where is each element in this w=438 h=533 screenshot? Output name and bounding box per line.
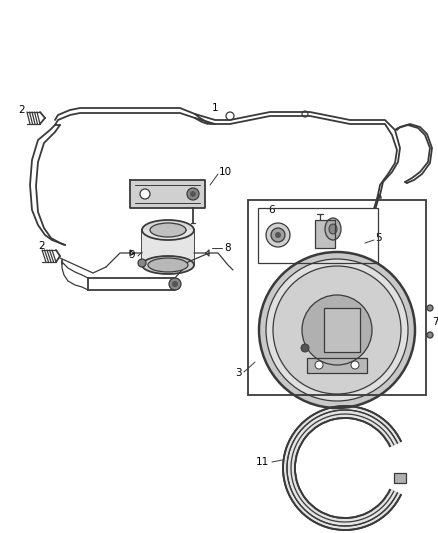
Ellipse shape (172, 281, 178, 287)
Circle shape (190, 191, 196, 197)
Bar (307, 358, 367, 373)
Ellipse shape (148, 258, 188, 272)
Text: 10: 10 (219, 167, 232, 177)
Polygon shape (283, 406, 401, 530)
Text: 5: 5 (374, 233, 381, 243)
Bar (324, 308, 360, 352)
Circle shape (138, 259, 146, 267)
Circle shape (187, 188, 199, 200)
Text: 3: 3 (235, 368, 241, 378)
Bar (315, 220, 335, 248)
Text: 7: 7 (432, 317, 438, 327)
Circle shape (427, 332, 433, 338)
Circle shape (351, 361, 359, 369)
Text: 11: 11 (255, 457, 268, 467)
Circle shape (226, 112, 234, 120)
Ellipse shape (329, 224, 337, 234)
Text: 8: 8 (225, 243, 231, 253)
Text: 9: 9 (129, 250, 135, 260)
Circle shape (301, 344, 309, 352)
Circle shape (140, 189, 150, 199)
Text: 2: 2 (19, 105, 25, 115)
Bar (258, 208, 378, 263)
Bar (258, 208, 378, 263)
Circle shape (259, 252, 415, 408)
Bar (315, 220, 335, 248)
Text: 6: 6 (268, 205, 276, 215)
Bar (394, 473, 406, 483)
Bar (130, 180, 205, 208)
Ellipse shape (325, 218, 341, 240)
Circle shape (302, 295, 372, 365)
Ellipse shape (169, 278, 181, 290)
Circle shape (271, 228, 285, 242)
Circle shape (427, 305, 433, 311)
Circle shape (315, 361, 323, 369)
Ellipse shape (150, 223, 186, 237)
Circle shape (273, 266, 401, 394)
Circle shape (302, 111, 308, 117)
Bar (324, 308, 360, 352)
Circle shape (266, 223, 290, 247)
Text: 2: 2 (39, 241, 45, 251)
Circle shape (266, 259, 408, 401)
Circle shape (275, 232, 281, 238)
Text: 1: 1 (212, 103, 218, 113)
Ellipse shape (142, 220, 194, 240)
Bar (394, 473, 406, 483)
Bar (142, 230, 194, 265)
Bar (248, 200, 426, 395)
Bar (307, 358, 367, 373)
Ellipse shape (142, 256, 194, 274)
Bar (248, 200, 426, 395)
